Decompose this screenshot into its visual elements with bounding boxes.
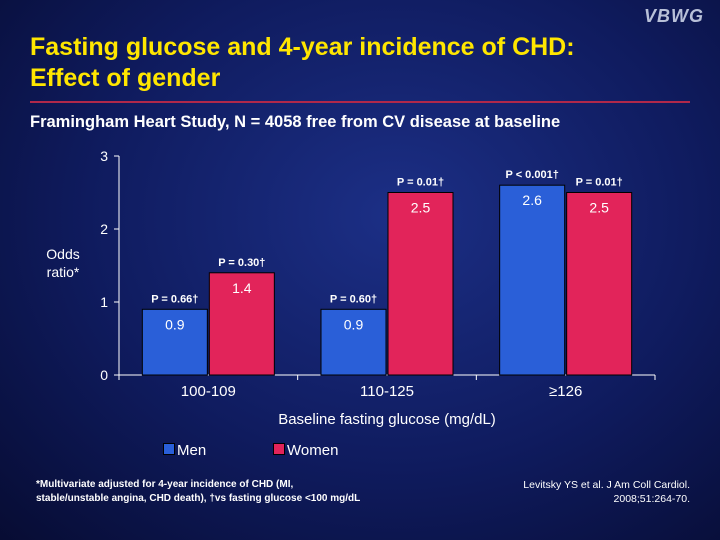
bar-men — [141, 308, 208, 376]
slide-title: Fasting glucose and 4-year incidence of … — [30, 32, 690, 94]
bar-men — [499, 184, 566, 376]
legend-item-women: Women — [273, 442, 338, 459]
legend-swatch-women — [273, 443, 285, 455]
legend-item-men: Men — [163, 442, 206, 459]
data-label: 2.5 — [589, 200, 609, 216]
legend-swatch-men — [163, 443, 175, 455]
legend-label-women: Women — [287, 442, 339, 459]
footnote-line-1: *Multivariate adjusted for 4-year incide… — [36, 479, 294, 490]
footnote-line-2: stable/unstable angina, CHD death), †vs … — [36, 493, 361, 504]
y-tick-label: 0 — [100, 367, 108, 383]
data-label: 2.6 — [522, 192, 542, 208]
y-tick-label: 3 — [100, 148, 108, 164]
data-label: 1.4 — [232, 280, 252, 296]
p-value-label: P = 0.60† — [330, 293, 377, 305]
title-line-1: Fasting glucose and 4-year incidence of … — [30, 33, 575, 61]
x-tick-label: 100-109 — [181, 383, 236, 400]
y-axis-label-line-2: ratio* — [47, 264, 80, 280]
x-tick-label: ≥126 — [549, 383, 582, 400]
data-label: 0.9 — [165, 316, 185, 332]
p-value-label: P = 0.01† — [397, 177, 444, 189]
legend-label-men: Men — [177, 442, 207, 459]
p-value-label: P = 0.66† — [151, 293, 198, 305]
title-line-2: Effect of gender — [30, 64, 221, 92]
vbwg-logo: VBWG — [644, 6, 704, 26]
citation-line-2: 2008;51:264-70. — [613, 493, 690, 505]
bar-women — [566, 192, 633, 376]
chart-bars — [141, 184, 633, 376]
y-tick-label: 2 — [100, 221, 108, 237]
x-tick-label: 110-125 — [360, 383, 414, 400]
bar-women — [208, 272, 275, 376]
x-axis-label: Baseline fasting glucose (mg/dL) — [278, 411, 496, 428]
y-axis-label-line-1: Odds — [46, 246, 79, 262]
p-value-label: P = 0.01† — [576, 177, 623, 189]
citation: Levitsky YS et al. J Am Coll Cardiol. 20… — [523, 478, 690, 506]
chart-labels: 100-109 0.9 P = 0.66† 1.4 P = 0.30† 110-125 0.… — [151, 169, 623, 400]
y-tick-label: 1 — [100, 294, 108, 310]
p-value-label: P < 0.001† — [506, 169, 559, 181]
data-label: 2.5 — [411, 200, 431, 216]
citation-line-1: Levitsky YS et al. J Am Coll Cardiol. — [523, 479, 690, 491]
bar-women — [387, 192, 454, 376]
title-divider — [30, 101, 690, 103]
chart-axes: 0 1 2 3 Odds ratio* Baseline fasting glucose (… — [46, 148, 656, 428]
p-value-label: P = 0.30† — [218, 257, 265, 269]
data-label: 0.9 — [344, 316, 364, 332]
slide-subtitle: Framingham Heart Study, N = 4058 free fr… — [30, 113, 561, 131]
bar-men — [320, 308, 387, 376]
footnote: *Multivariate adjusted for 4-year incide… — [36, 478, 456, 506]
